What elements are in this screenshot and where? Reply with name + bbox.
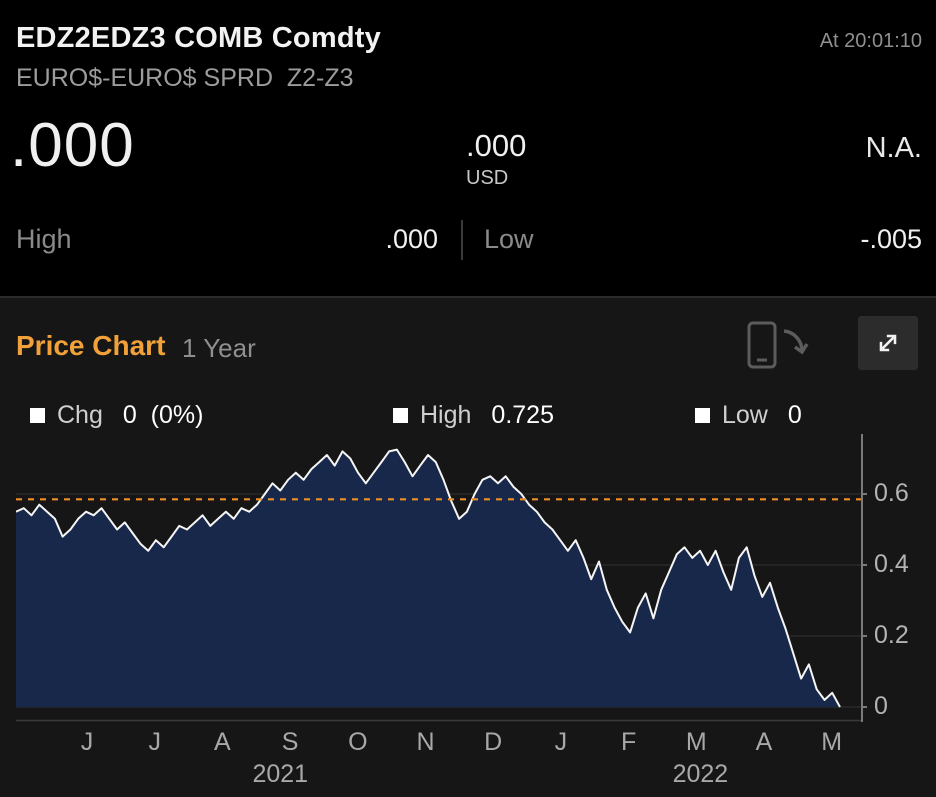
legend-label: Chg	[57, 400, 103, 429]
chart-title: Price Chart	[16, 330, 166, 361]
price-chart-svg	[15, 434, 867, 722]
x-axis-label: O	[348, 728, 368, 756]
x-axis-label: D	[484, 728, 503, 756]
rotate-device-glyph	[747, 321, 809, 369]
quote-subtitle: EURO$-EURO$ SPRD Z2-Z3	[16, 64, 354, 92]
x-axis-label: M	[821, 728, 843, 756]
legend-swatch	[393, 407, 408, 423]
legend-swatch	[30, 407, 45, 423]
year-label: 2022	[672, 760, 729, 788]
y-axis-label: 0.2	[874, 621, 909, 649]
x-axis-label: F	[620, 728, 637, 756]
x-axis-label: A	[755, 728, 773, 756]
x-axis-label: J	[554, 728, 568, 756]
legend-label: High	[420, 400, 472, 429]
mid-price: .000	[466, 128, 527, 163]
legend-value: 0	[787, 400, 802, 429]
year-label: 2021	[252, 760, 309, 788]
price-chart[interactable]	[15, 434, 868, 724]
y-axis-label: 0.6	[874, 479, 909, 507]
high-low-divider	[461, 220, 463, 260]
expand-button[interactable]	[858, 316, 918, 370]
legend-item-low: Low 0	[695, 400, 802, 429]
chart-section: Price Chart 1 Year Chg 0 (0%)	[0, 296, 936, 797]
legend-swatch	[695, 407, 710, 423]
rotate-device-icon[interactable]	[742, 316, 812, 374]
change-value: N.A.	[865, 132, 922, 164]
y-axis-label: 0.4	[874, 550, 909, 578]
page-title: EDZ2EDZ3 COMB Comdty	[16, 22, 381, 54]
mid-price-block: .000 USD	[466, 128, 526, 190]
currency-label: USD	[466, 167, 509, 189]
x-axis-label: A	[214, 728, 231, 756]
x-axis-label: N	[416, 728, 435, 756]
y-axis-label: 0	[874, 692, 888, 720]
x-axis-label: J	[80, 728, 94, 756]
legend-value: 0 (0%)	[122, 400, 204, 429]
expand-icon	[879, 334, 897, 352]
low-value: -.005	[860, 224, 922, 254]
legend-item-chg: Chg 0 (0%)	[30, 400, 204, 429]
last-price: .000	[10, 111, 135, 180]
legend-item-high: High 0.725	[393, 400, 554, 429]
high-value: .000	[385, 224, 438, 254]
low-label: Low	[484, 224, 534, 254]
x-axis-label: J	[148, 728, 161, 756]
legend-label: Low	[722, 400, 768, 429]
high-label: High	[16, 224, 72, 254]
quote-timestamp: At 20:01:10	[819, 30, 922, 52]
chart-range-selector[interactable]: 1 Year	[182, 333, 256, 363]
x-axis-label: S	[281, 728, 299, 756]
legend-value: 0.725	[491, 400, 554, 429]
x-axis-label: M	[685, 728, 707, 756]
